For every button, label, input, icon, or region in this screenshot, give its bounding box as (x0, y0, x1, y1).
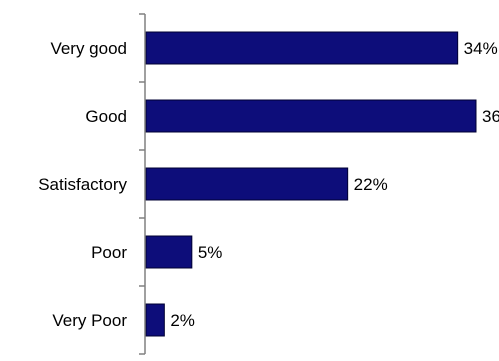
labels-layer: Very good 34% Good 36% Satisfactory 22% Poor 5%… (38, 39, 499, 330)
data-label: 22% (354, 175, 388, 194)
data-label: 36% (482, 107, 499, 126)
data-label: 5% (198, 243, 223, 262)
bar-good (145, 99, 477, 133)
bar-poor (145, 235, 193, 269)
category-label: Poor (91, 243, 127, 262)
category-axis (139, 13, 146, 355)
category-label: Satisfactory (38, 175, 127, 194)
data-label: 2% (170, 311, 195, 330)
data-label: 34% (464, 39, 498, 58)
bar-very-good (145, 31, 459, 65)
bar-very-poor (145, 303, 165, 337)
category-label: Very Poor (52, 311, 127, 330)
category-label: Good (85, 107, 127, 126)
bar-satisfactory (145, 167, 349, 201)
category-label: Very good (50, 39, 127, 58)
bars-layer (145, 31, 477, 337)
